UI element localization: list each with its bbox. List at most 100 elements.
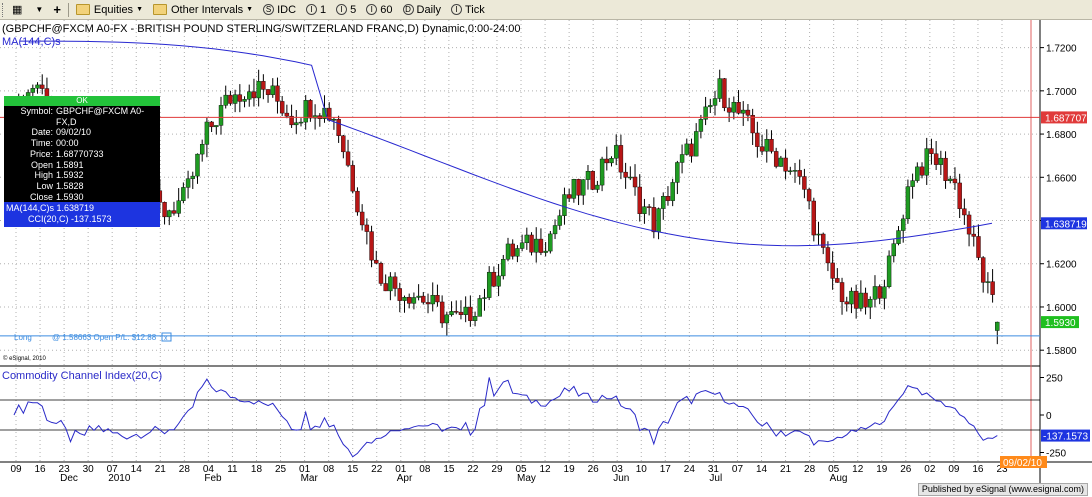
candle-body — [247, 91, 252, 100]
candle-body — [548, 233, 553, 252]
chevron-down-icon: ▼ — [246, 6, 254, 13]
candle-body — [985, 281, 991, 283]
popup-value: 00:00 — [56, 138, 79, 149]
interval-tick-button[interactable]: I Tick — [446, 1, 490, 19]
candle-body — [402, 296, 407, 301]
interval-1-button[interactable]: I 1 — [301, 1, 331, 19]
candle-body — [562, 194, 567, 216]
date-tick-label: 26 — [900, 464, 912, 475]
candle-body — [628, 176, 633, 179]
candle-body — [590, 171, 595, 190]
badge-cci-text: -137.1573 — [1043, 432, 1088, 443]
candle-body — [190, 175, 195, 179]
ma-line — [20, 40, 993, 247]
ma-legend[interactable]: MA(144,C)s — [2, 36, 61, 48]
interval-60-label: 60 — [380, 3, 393, 16]
cci-tick-label: 0 — [1046, 411, 1052, 422]
candle-body — [806, 189, 812, 202]
candle-body — [595, 184, 600, 190]
position-close-icon[interactable] — [161, 332, 172, 342]
candle-body — [519, 242, 525, 249]
data-window-popup[interactable]: OK Symbol: GBPCHF@FXCM A0-FX,D Date: 09/02… — [4, 96, 160, 227]
candle-body — [566, 194, 572, 199]
candle-body — [388, 276, 393, 292]
date-tick-label: 15 — [443, 464, 455, 475]
candle-body — [181, 187, 186, 201]
candle-body — [679, 154, 685, 163]
cci-tick-label: 250 — [1046, 374, 1063, 385]
candle-body — [279, 101, 285, 114]
candle-body — [204, 121, 210, 145]
price-axis: 1.58001.60001.62001.64001.66001.68001.70… — [1040, 44, 1077, 460]
candle-body — [976, 236, 981, 258]
date-tick-label: 19 — [564, 464, 576, 475]
candle-body — [872, 286, 878, 300]
date-tick-label: 21 — [155, 464, 167, 475]
candle-body — [905, 186, 911, 220]
candle-body — [929, 148, 934, 154]
interval-daily-button[interactable]: D Daily — [398, 1, 446, 19]
interval-5-button[interactable]: I 5 — [331, 1, 361, 19]
candle-body — [632, 176, 638, 188]
candle-body — [416, 295, 421, 298]
candle-body — [350, 165, 355, 192]
date-tick-label: 01 — [299, 464, 311, 475]
candle-body — [651, 207, 657, 233]
candle-body — [614, 145, 619, 159]
candle-body — [162, 202, 167, 218]
date-tick-label: 28 — [804, 464, 816, 475]
candle-body — [891, 243, 896, 257]
popup-ok-button[interactable]: OK — [4, 96, 160, 106]
month-label: Apr — [397, 473, 413, 483]
candle-body — [952, 178, 958, 184]
candle-body — [284, 112, 290, 117]
candle-body — [355, 190, 360, 213]
candle-body — [218, 105, 224, 126]
date-tick-label: 22 — [371, 464, 383, 475]
candle-body — [788, 170, 793, 172]
candle-body — [529, 234, 534, 253]
candle-body — [896, 230, 901, 244]
candle-body — [359, 211, 365, 226]
date-tick-label: 14 — [131, 464, 143, 475]
candle-body — [778, 157, 784, 167]
idc-button[interactable]: S IDC — [258, 1, 301, 19]
chevron-down-icon: ▼ — [35, 5, 44, 14]
interval-circle-icon: I — [450, 4, 462, 15]
interval-1-label: 1 — [320, 3, 327, 16]
equities-menu[interactable]: Equities ▼ — [71, 1, 148, 19]
popup-row: Date: 09/02/10 — [4, 127, 160, 138]
month-label: 2010 — [108, 473, 131, 483]
other-intervals-menu[interactable]: Other Intervals ▼ — [148, 1, 258, 19]
candle-body — [971, 233, 976, 237]
date-tick-label: 09 — [10, 464, 22, 475]
month-label: Aug — [830, 473, 848, 483]
candle-body — [764, 139, 769, 152]
price-chart[interactable]: Long @ 1.58663 Open P/L: $12.88 x 1.5800… — [0, 20, 1092, 483]
date-tick-label: 16 — [972, 464, 984, 475]
candle-body — [957, 182, 962, 209]
chart-icon-button[interactable]: ▦ — [7, 1, 30, 19]
candle-body — [736, 101, 741, 114]
interval-circle-icon: I — [336, 4, 348, 15]
candle-body — [534, 238, 539, 253]
candle-body — [792, 170, 798, 172]
popup-value: 1.5930 — [56, 191, 84, 202]
candle-body — [35, 84, 40, 89]
candle-body — [821, 233, 826, 248]
add-button[interactable]: + — [48, 1, 66, 19]
cci-legend[interactable]: Commodity Channel Index(20,C) — [2, 370, 162, 382]
dropdown-arrow-button[interactable]: ▼ — [30, 1, 48, 19]
candle-body — [308, 100, 313, 119]
candle-body — [816, 233, 821, 236]
candle-body — [237, 94, 243, 102]
interval-60-button[interactable]: I 60 — [361, 1, 397, 19]
folder-icon — [153, 4, 167, 15]
candle-body — [251, 91, 257, 99]
candle-body — [345, 151, 351, 166]
interval-circle-icon: I — [306, 4, 318, 15]
folder-icon — [75, 4, 90, 15]
candles-layer — [11, 69, 1000, 345]
candle-body — [411, 297, 417, 304]
popup-row: Close 1.5930 — [4, 192, 160, 203]
